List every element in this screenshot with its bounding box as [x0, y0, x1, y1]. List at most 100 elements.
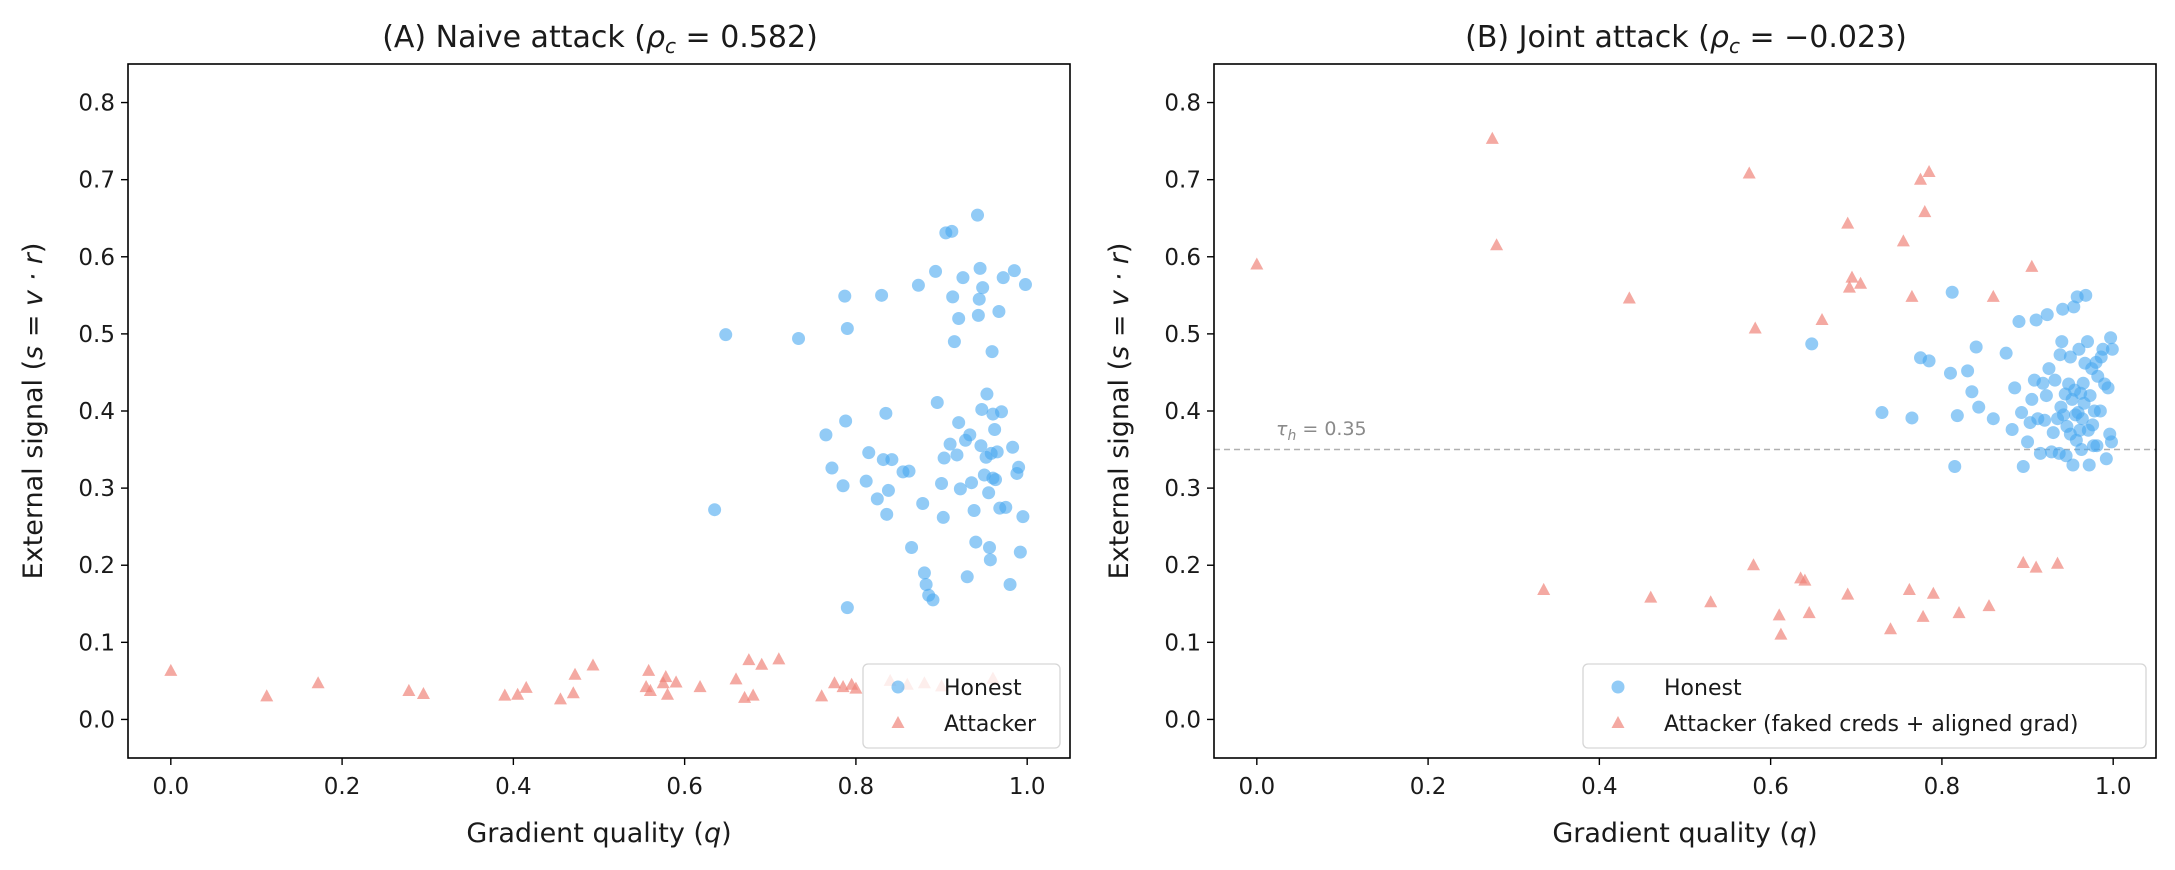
attacker-point	[164, 663, 178, 676]
honest-point	[1961, 364, 1975, 378]
honest-point	[983, 540, 997, 554]
attacker-point	[1841, 216, 1855, 229]
panel-b-y-tick-label: 0.2	[1164, 553, 1201, 579]
honest-point	[992, 305, 1006, 319]
attacker-point	[519, 680, 533, 693]
honest-point	[1012, 460, 1026, 474]
honest-point	[972, 292, 986, 306]
honest-point	[2104, 331, 2118, 345]
honest-point	[2104, 435, 2118, 449]
panel-b-y-tick-label: 0.3	[1164, 476, 1201, 502]
panel-b-legend: Honest Attacker (faked creds + aligned g…	[1582, 663, 2147, 749]
panel-b-title: (B) Joint attack (ρc = −0.023)	[1465, 20, 1907, 58]
attacker-point	[2029, 560, 2043, 573]
honest-point	[840, 321, 854, 335]
honest-point	[947, 335, 961, 349]
panel-a-y-tick-label: 0.8	[78, 91, 115, 117]
attacker-point	[566, 686, 580, 699]
attacker-point	[1922, 164, 1936, 177]
honest-point	[916, 497, 930, 511]
honest-point	[2033, 446, 2047, 460]
honest-point	[945, 224, 959, 238]
attacker-point	[659, 670, 673, 683]
panel-b-x-tick-label: 0.0	[1239, 774, 1276, 800]
panel-b-x-tick-label: 0.8	[1924, 774, 1961, 800]
honest-point	[1986, 412, 2000, 426]
honest-point	[1922, 354, 1936, 368]
attacker-point	[1622, 291, 1636, 304]
honest-point	[956, 271, 970, 285]
panel-b-y-tick-label: 0.0	[1164, 707, 1201, 733]
attacker-point	[511, 687, 525, 700]
attacker-point	[772, 652, 786, 665]
honest-point	[792, 332, 806, 346]
honest-point	[902, 464, 916, 478]
panel-a-title: (A) Naive attack (ρc = 0.582)	[382, 20, 818, 58]
honest-point	[982, 486, 996, 500]
panel-a-x-tick-label: 0.0	[153, 774, 190, 800]
attacker-point	[1815, 313, 1829, 326]
attacker-point	[402, 683, 416, 696]
attacker-point	[2025, 259, 2039, 272]
panel-b-legend-honest-label: Honest	[1664, 676, 1742, 701]
honest-point	[825, 461, 839, 475]
attacker-point	[1704, 595, 1718, 608]
attacker-point	[1746, 558, 1761, 571]
honest-point	[952, 311, 966, 325]
panel-b-x-tick-label: 1.0	[2095, 774, 2132, 800]
panel-a-y-tick-label: 0.0	[78, 707, 115, 733]
honest-point	[988, 423, 1002, 437]
attacker-point	[1918, 205, 1932, 218]
attacker-point	[1250, 257, 1264, 270]
honest-point	[836, 479, 850, 493]
attacker-point	[498, 688, 512, 701]
honest-point	[2012, 315, 2026, 329]
attacker-point	[2016, 555, 2030, 568]
honest-point	[976, 281, 990, 295]
attacker-point	[1742, 166, 1756, 179]
honest-point	[1006, 440, 1020, 454]
panel-b: (B) Joint attack (ρc = −0.023) 0.0 0.2 0.4…	[1104, 20, 2157, 849]
panel-b-legend-attacker-label: Attacker (faked creds + aligned grad)	[1664, 712, 2078, 737]
honest-point	[926, 593, 940, 607]
honest-point	[967, 503, 981, 517]
honest-point	[935, 476, 949, 490]
honest-point	[2099, 452, 2113, 466]
honest-point	[936, 510, 950, 524]
honest-point	[839, 414, 853, 428]
panel-a-legend-honest-marker	[891, 680, 905, 694]
honest-point	[2093, 404, 2107, 418]
attacker-point	[1913, 172, 1928, 185]
honest-point	[880, 507, 894, 521]
panel-a-y-tick-label: 0.1	[78, 630, 115, 656]
panel-a-y-tick-label: 0.6	[78, 245, 115, 271]
honest-point	[2057, 408, 2071, 422]
honest-point	[960, 570, 974, 584]
honest-point	[2029, 313, 2043, 327]
honest-point	[2082, 458, 2096, 472]
attacker-point	[827, 676, 842, 689]
honest-point	[2086, 418, 2100, 432]
attacker-point	[1772, 608, 1786, 621]
attacker-point	[643, 683, 657, 696]
panel-b-legend-attacker-marker	[1611, 716, 1625, 728]
honest-point	[917, 566, 931, 580]
honest-point	[2072, 342, 2086, 356]
honest-point	[1016, 510, 1030, 524]
honest-point	[1945, 285, 1959, 299]
honest-point	[2025, 392, 2039, 406]
honest-point	[2036, 376, 2050, 390]
panel-b-legend-honest-marker	[1611, 680, 1625, 694]
honest-point	[950, 448, 964, 462]
panel-b-x-tick-label: 0.4	[1581, 774, 1618, 800]
attacker-point	[1644, 590, 1658, 603]
honest-point	[819, 428, 833, 442]
panel-b-x-axis-label: Gradient quality (q)	[1552, 818, 1817, 849]
honest-point	[1950, 409, 1964, 423]
honest-point	[708, 503, 722, 517]
honest-point	[2046, 426, 2060, 440]
honest-point	[2096, 342, 2110, 356]
honest-point	[1969, 340, 1983, 354]
honest-point	[2016, 460, 2030, 474]
honest-point	[952, 416, 966, 430]
